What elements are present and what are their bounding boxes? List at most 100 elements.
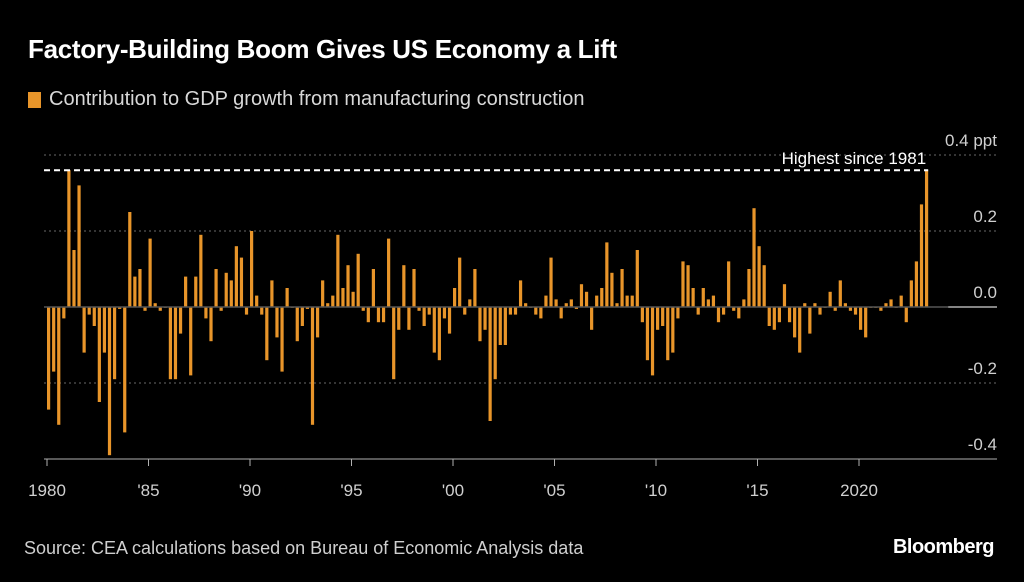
bar (97, 307, 101, 402)
bar (853, 307, 858, 315)
bar (798, 307, 802, 353)
bar (447, 307, 452, 334)
bar (123, 307, 127, 433)
bar (219, 307, 223, 311)
x-tick-label: '90 (239, 481, 261, 500)
bar (381, 307, 386, 323)
bar (407, 307, 411, 330)
bar (600, 288, 604, 307)
bar (513, 307, 518, 315)
bar (422, 307, 426, 326)
bar (777, 307, 781, 323)
bar (772, 307, 776, 330)
bar (402, 265, 406, 307)
x-tick-label: '10 (645, 481, 667, 500)
bar (721, 307, 726, 315)
bar (224, 272, 228, 307)
bar (67, 170, 71, 307)
bar (239, 257, 244, 307)
bar (204, 307, 208, 319)
bar (666, 307, 670, 361)
bar (808, 307, 812, 334)
bar (534, 307, 538, 315)
bar (564, 303, 568, 307)
bar (189, 307, 193, 376)
bar (833, 307, 837, 311)
bar (366, 307, 370, 323)
x-tick-label: '05 (543, 481, 565, 500)
bar (153, 303, 157, 307)
bar (904, 307, 908, 323)
bar (112, 307, 117, 380)
bar (102, 307, 107, 353)
bar (737, 307, 741, 319)
y-tick-label: 0.0 (973, 283, 997, 302)
bar (458, 257, 462, 307)
bar (392, 307, 396, 380)
bar (787, 307, 792, 323)
bar (615, 303, 619, 307)
bar (310, 307, 315, 425)
legend: Contribution to GDP growth from manufact… (28, 88, 584, 111)
bar (686, 265, 690, 307)
bar (650, 307, 655, 376)
bar (559, 307, 563, 319)
bar (148, 238, 152, 307)
bar (427, 307, 431, 315)
bar (250, 231, 254, 307)
bar (620, 269, 624, 307)
bar (676, 307, 680, 319)
bar (432, 307, 436, 353)
bar (716, 307, 721, 323)
bar (412, 269, 416, 307)
legend-label: Contribution to GDP growth from manufact… (49, 88, 585, 110)
bar (909, 280, 913, 307)
bar (305, 307, 310, 309)
bar (417, 307, 421, 311)
bar (77, 185, 81, 307)
bar (635, 250, 639, 307)
bar (838, 280, 842, 307)
bar (47, 307, 51, 410)
bar (569, 299, 573, 307)
x-tick-label: '00 (442, 481, 464, 500)
bar (793, 307, 797, 338)
bar (762, 265, 766, 307)
bar (194, 276, 198, 307)
bar (361, 307, 365, 311)
bar (133, 276, 137, 307)
bar (828, 291, 832, 307)
bar (468, 299, 472, 307)
bar (508, 307, 513, 315)
bar (661, 307, 665, 326)
bar (158, 307, 162, 311)
bar (645, 307, 650, 361)
bar (168, 307, 172, 380)
bar (275, 307, 279, 338)
bar (671, 307, 675, 353)
bar (691, 288, 695, 307)
bar (92, 307, 96, 326)
bar (57, 307, 61, 425)
bar (747, 269, 751, 307)
bar (453, 288, 457, 307)
bloomberg-logo: Bloomberg (892, 536, 995, 558)
bar (498, 307, 502, 345)
bar (752, 208, 756, 307)
bar (493, 307, 497, 380)
bar (924, 170, 929, 307)
bar (387, 238, 391, 307)
annotation: Highest since 1981 (44, 149, 929, 172)
bar (371, 269, 375, 307)
bar (138, 269, 142, 307)
bar (270, 280, 274, 307)
bar (229, 280, 233, 307)
bar (554, 299, 558, 307)
bar (280, 307, 284, 372)
bar (757, 246, 761, 307)
bar (899, 295, 903, 307)
bar (503, 307, 507, 345)
bar (178, 307, 183, 334)
bar (610, 272, 614, 307)
bar (295, 307, 299, 342)
